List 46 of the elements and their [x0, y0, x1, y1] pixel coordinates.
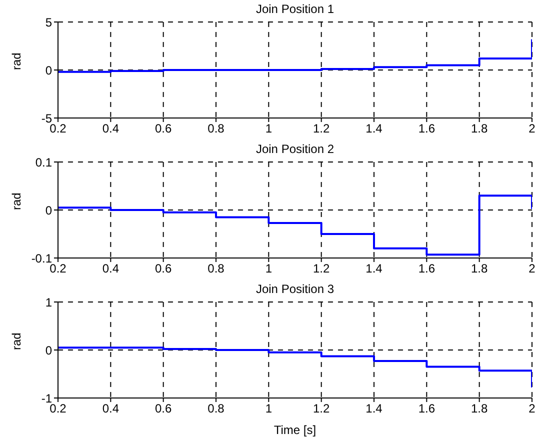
x-tick-label: 0.4 — [102, 262, 120, 276]
chart-title: Join Position 3 — [254, 282, 336, 296]
y-tick-label: 0.1 — [35, 155, 52, 170]
y-tick-label: 5 — [45, 15, 52, 30]
x-tick-label: 1.6 — [418, 402, 436, 416]
x-tick-label: 1.4 — [366, 402, 383, 416]
x-tick-label: 1.2 — [312, 122, 330, 136]
x-tick-label: 1.8 — [470, 262, 488, 276]
x-tick-label: 2 — [528, 262, 536, 276]
y-tick-label: -1 — [41, 391, 52, 406]
y-tick-label: 0 — [45, 203, 52, 218]
x-tick-label: 1 — [265, 402, 272, 416]
x-tick-label: 1.4 — [366, 122, 383, 136]
x-tick-label: 2 — [528, 402, 536, 416]
x-tick-label: 0.2 — [50, 262, 67, 276]
x-tick-label: 1.4 — [366, 262, 383, 276]
x-tick-label: 1.2 — [312, 402, 330, 416]
x-tick-label: 0.8 — [208, 122, 225, 136]
x-tick-label: 0.6 — [154, 262, 172, 276]
x-tick-label: 0.6 — [154, 402, 172, 416]
x-tick-label: 1.6 — [418, 122, 436, 136]
chart-title: Join Position 1 — [254, 2, 336, 16]
y-tick-label: 0 — [45, 63, 52, 78]
x-tick-label: 1.2 — [312, 262, 330, 276]
x-tick-label: 0.2 — [50, 122, 67, 136]
y-tick-label: 1 — [45, 295, 52, 310]
x-tick-label: 0.8 — [208, 262, 225, 276]
x-tick-label: 1.6 — [418, 262, 436, 276]
x-tick-label: 0.2 — [50, 402, 67, 416]
x-tick-label: 1.8 — [470, 402, 488, 416]
chart-title: Join Position 2 — [254, 142, 336, 156]
y-axis-title: rad — [9, 192, 24, 210]
y-axis-title: rad — [9, 332, 24, 350]
x-tick-label: 1.8 — [470, 122, 488, 136]
x-tick-label: 0.6 — [154, 122, 172, 136]
x-tick-label: 0.4 — [102, 402, 120, 416]
x-tick-label: 1 — [265, 262, 272, 276]
y-tick-label: -0.1 — [31, 251, 52, 266]
x-tick-label: 0.8 — [208, 402, 225, 416]
x-tick-label: 1 — [265, 122, 272, 136]
x-axis-title: Time [s] — [272, 423, 318, 438]
y-tick-label: -5 — [41, 111, 52, 126]
x-tick-label: 0.4 — [102, 122, 120, 136]
y-tick-label: 0 — [45, 343, 52, 358]
x-tick-label: 2 — [528, 122, 536, 136]
y-axis-title: rad — [9, 52, 24, 70]
